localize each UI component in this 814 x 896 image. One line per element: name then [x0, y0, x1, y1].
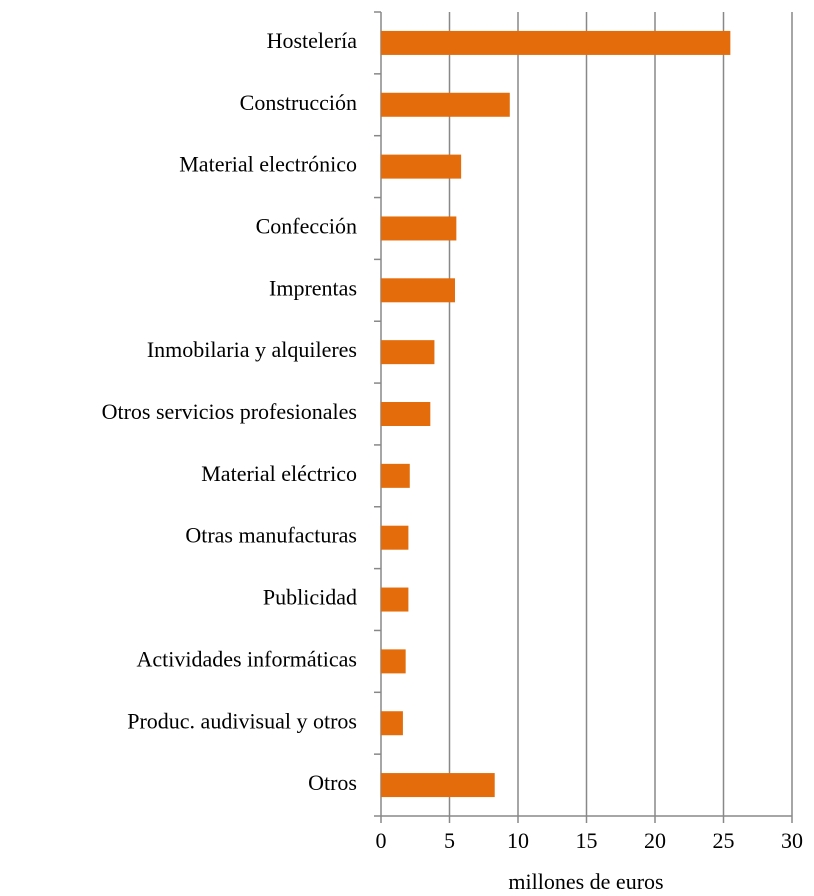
y-tick-label: Confección	[256, 214, 357, 239]
y-tick-label: Inmobilaria y alquileres	[147, 337, 357, 362]
bar	[381, 154, 462, 179]
bar	[381, 463, 410, 488]
bar	[381, 340, 435, 365]
bar	[381, 773, 495, 798]
x-tick-label: 15	[576, 828, 598, 853]
y-tick-label: Hostelería	[267, 28, 358, 53]
bar	[381, 649, 406, 674]
bar	[381, 216, 457, 241]
bar	[381, 92, 510, 117]
x-tick-label: 10	[507, 828, 529, 853]
bar	[381, 711, 403, 736]
x-axis-label: millones de euros	[508, 869, 663, 894]
y-tick-label: Otras manufacturas	[185, 523, 357, 548]
x-tick-label: 0	[376, 828, 387, 853]
y-tick-label: Publicidad	[263, 585, 357, 610]
bar	[381, 402, 431, 426]
bar	[381, 587, 409, 612]
y-tick-label: Otros servicios profesionales	[102, 399, 357, 424]
y-tick-label: Material electrónico	[179, 152, 357, 177]
x-tick-label: 5	[444, 828, 455, 853]
bar	[381, 30, 731, 55]
y-tick-label: Otros	[308, 770, 357, 795]
y-tick-label: Imprentas	[269, 275, 357, 300]
y-tick-label: Actividades informáticas	[136, 646, 357, 671]
y-tick-label: Material eléctrico	[201, 461, 357, 486]
x-tick-label: 20	[644, 828, 666, 853]
x-tick-label: 25	[713, 828, 735, 853]
bar	[381, 278, 455, 303]
y-tick-label: Construcción	[240, 90, 357, 115]
y-tick-label: Produc. audivisual y otros	[127, 708, 357, 733]
bar	[381, 525, 409, 550]
x-tick-label: 30	[781, 828, 803, 853]
